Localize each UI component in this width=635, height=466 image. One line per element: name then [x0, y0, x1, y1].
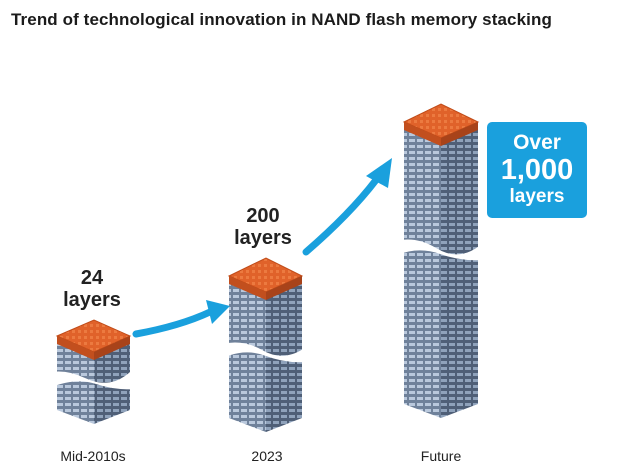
- layer-count-2023: 200 layers: [223, 205, 303, 249]
- callout-line-3: layers: [509, 186, 565, 207]
- building-mid-2010s: [38, 319, 148, 424]
- future-layers-callout: Over 1,000 layers: [487, 122, 587, 218]
- period-label-mid-2010s: Mid-2010s: [60, 448, 126, 464]
- callout-line-1: Over: [513, 131, 561, 154]
- layer-count-mid-2010s: 24 layers: [52, 267, 132, 311]
- page-title: Trend of technological innovation in NAN…: [11, 10, 552, 29]
- building-future: [382, 103, 498, 418]
- arrow-up-right-icon: [302, 158, 392, 256]
- arrow-up-right-icon: [132, 300, 230, 338]
- period-label-future: Future: [420, 448, 462, 464]
- callout-line-2: 1,000: [500, 154, 574, 186]
- layer-count-word: layers: [234, 227, 292, 249]
- layer-count-number: 200: [246, 205, 280, 227]
- building-2023: [210, 257, 322, 432]
- period-label-2023: 2023: [251, 448, 283, 464]
- layer-count-word: layers: [63, 289, 121, 311]
- layer-count-number: 24: [80, 267, 104, 289]
